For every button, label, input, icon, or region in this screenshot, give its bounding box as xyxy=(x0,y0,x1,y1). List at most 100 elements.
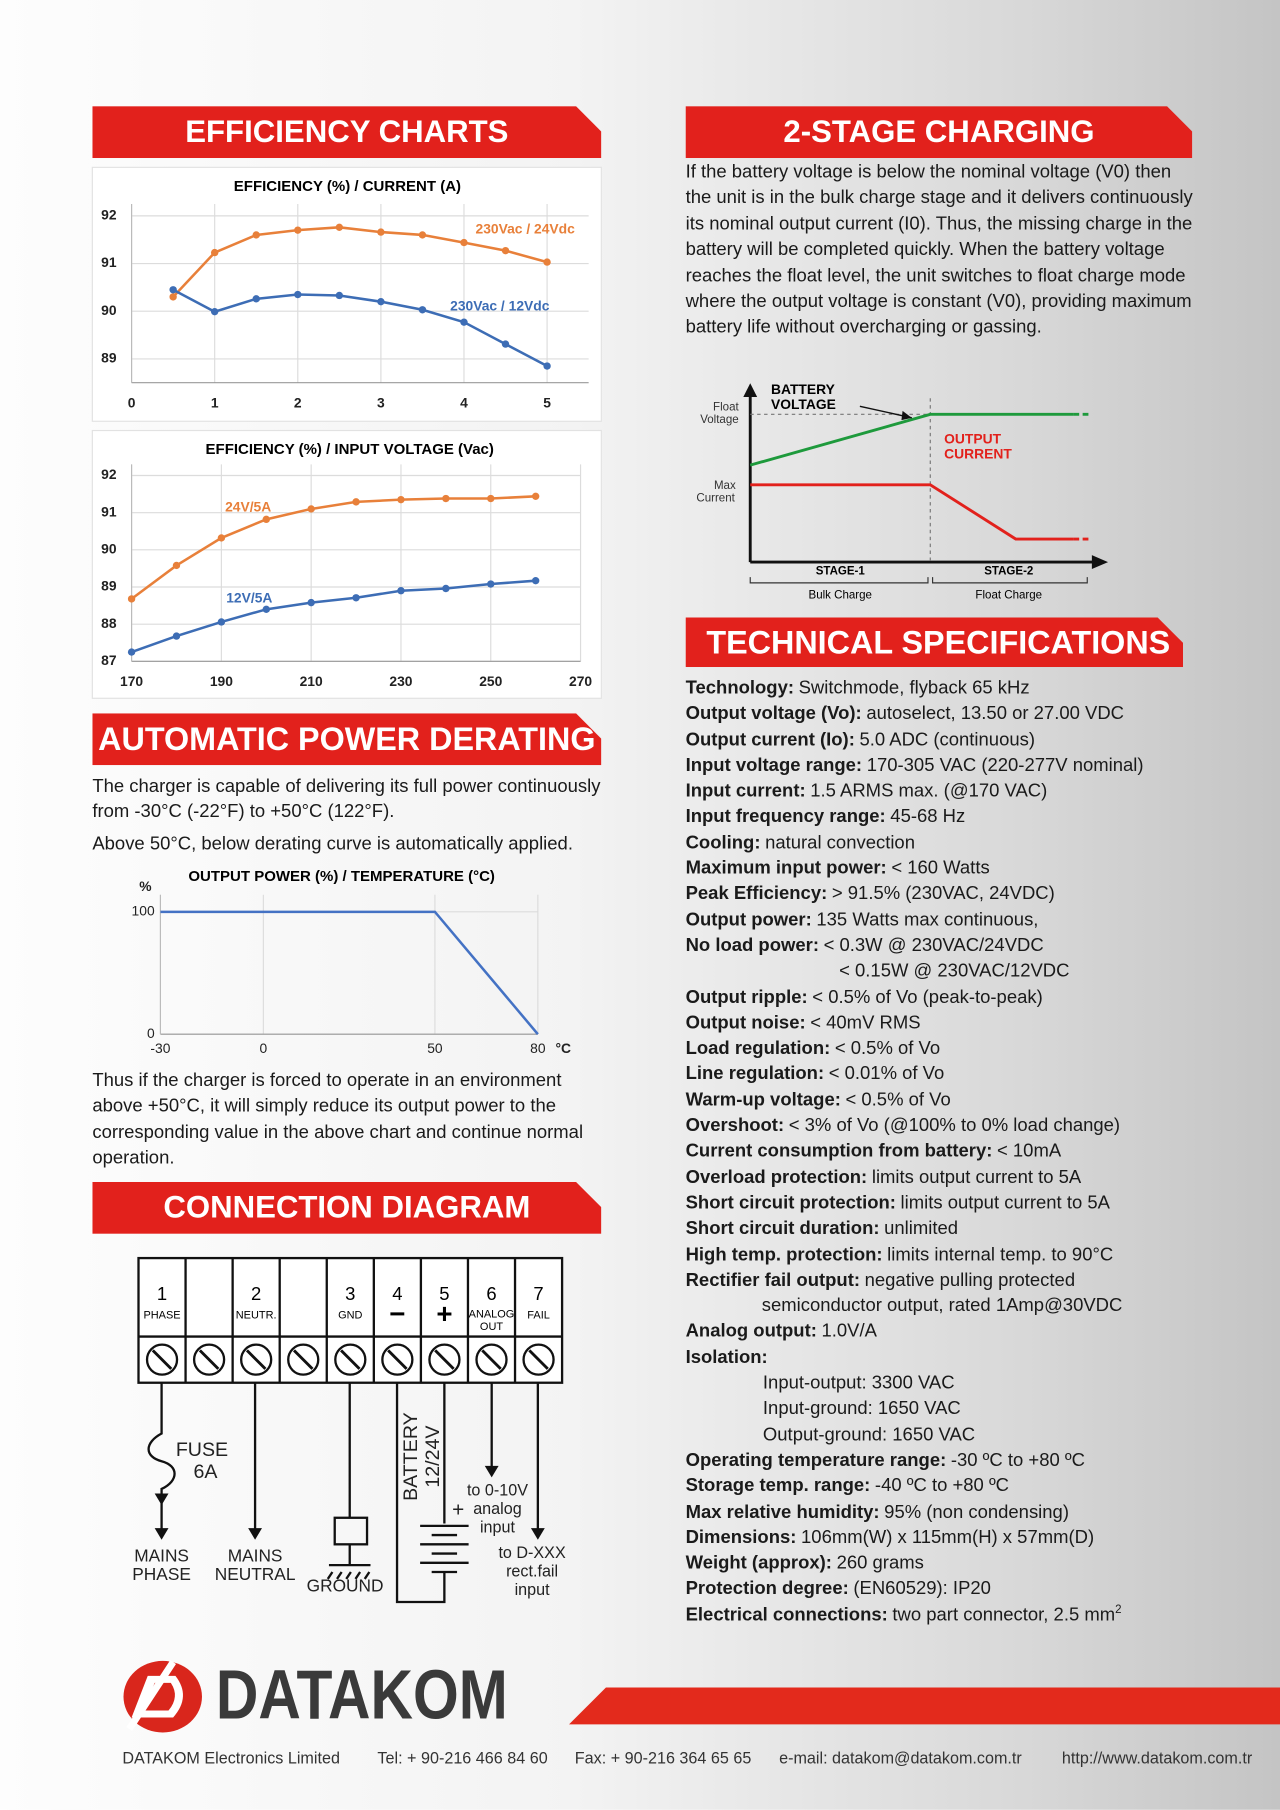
data-point xyxy=(252,295,260,303)
spec-row: Weight (approx): 260 grams xyxy=(686,1551,1144,1577)
spec-label: Dimensions: xyxy=(685,1527,797,1548)
y-tick-label: 87 xyxy=(101,652,117,668)
spec-value: autoselect, 13.50 or 27.00 VDC xyxy=(866,704,1124,725)
logo-mark xyxy=(143,1682,175,1711)
spec-label: High temp. protection: xyxy=(685,1244,883,1265)
spec-row: Load regulation: < 0.5% of Vo xyxy=(686,1037,1144,1063)
terminal-number: 3 xyxy=(345,1283,355,1304)
spec-row: Overshoot: < 3% of Vo (@100% to 0% load c… xyxy=(686,1114,1144,1140)
terminal-label: + xyxy=(436,1298,452,1329)
label: FUSE xyxy=(176,1439,228,1461)
heading: AUTOMATIC POWER DERATING xyxy=(92,713,601,765)
spec-label: Input current: xyxy=(685,781,806,802)
chart-title: EFFICIENCY (%) / CURRENT (A) xyxy=(234,178,461,195)
spec-row: High temp. protection: limits internal te… xyxy=(686,1243,1144,1269)
spec-label: Protection degree: xyxy=(685,1579,849,1600)
spec-value: 170-305 VAC (220-277V nominal) xyxy=(866,755,1144,776)
spec-label: Output noise: xyxy=(685,1013,806,1033)
chart-panel xyxy=(91,429,602,699)
spec-value: limits output current to 5A xyxy=(871,1167,1082,1188)
spec-label: Technology: xyxy=(685,678,794,699)
spec-line: Input-ground: 1650 VAC xyxy=(762,1399,961,1419)
data-point xyxy=(442,494,450,503)
spec-row: Dimensions: 106mm(W) x 115mm(H) x 57mm(D) xyxy=(686,1526,1144,1552)
data-point xyxy=(307,598,315,607)
spec-value: natural convection xyxy=(765,833,915,853)
spec-row: Output power: 135 Watts max continuous, xyxy=(686,908,1144,934)
x-tick-label: 210 xyxy=(300,673,323,689)
terminal-number: 7 xyxy=(533,1283,543,1304)
spec-label: Maximum input power: xyxy=(685,858,887,879)
data-point xyxy=(543,362,551,370)
label: BATTERY xyxy=(771,381,836,397)
bracket xyxy=(749,577,1088,584)
spec-row: Maximum input power: < 160 Watts xyxy=(686,857,1144,883)
arrowheads xyxy=(154,1465,545,1540)
x-tick-label: 0 xyxy=(260,1040,268,1056)
x-tick-label: 80 xyxy=(530,1040,546,1056)
arrow xyxy=(484,1465,499,1478)
label: + xyxy=(452,1498,464,1521)
label: 12/24V xyxy=(422,1426,444,1488)
spec-value: < 40mV RMS xyxy=(810,1013,921,1033)
data-point xyxy=(169,293,177,301)
screw-slot xyxy=(340,1349,361,1370)
data-line xyxy=(131,579,536,654)
heading: CONNECTION DIAGRAM xyxy=(92,1182,601,1234)
charging-diagram: BATTERY VOLTAGE Float Voltage Max Curren… xyxy=(696,381,1109,602)
spec-value: 45-68 Hz xyxy=(890,807,966,827)
spec-label: Short circuit duration: xyxy=(685,1219,880,1239)
y-tick-label: 88 xyxy=(101,615,117,631)
label: Float Charge xyxy=(975,590,1042,602)
spec-value: > 91.5% (230VAC, 24VDC) xyxy=(831,884,1055,905)
spec-label: Isolation: xyxy=(685,1347,768,1368)
spec-label: Operating temperature range: xyxy=(685,1450,947,1471)
paragraph: Above 50°C, below derating curve is auto… xyxy=(92,834,573,855)
x-tick-label: -30 xyxy=(150,1040,170,1056)
x-tick-label: 270 xyxy=(569,673,592,689)
terminal-number: 1 xyxy=(157,1283,167,1304)
spec-label: Output voltage (Vo): xyxy=(685,704,862,725)
data-point xyxy=(210,248,219,257)
spec-row: Protection degree: (EN60529): IP20 xyxy=(686,1577,1144,1603)
spec-label: Electrical connections: xyxy=(685,1605,888,1625)
logo-mark xyxy=(126,1660,177,1731)
data-point xyxy=(252,231,260,239)
label: Max xyxy=(714,480,736,492)
wire xyxy=(147,1382,176,1531)
data-point xyxy=(487,580,495,588)
label: Current xyxy=(696,493,735,505)
screw-slot xyxy=(151,1349,173,1370)
spec-value: 260 grams xyxy=(836,1553,924,1574)
spec-row: Output ripple: < 0.5% of Vo (peak-to-peak… xyxy=(686,985,1144,1011)
data-point xyxy=(543,258,551,266)
terminal-number: 6 xyxy=(486,1283,496,1304)
spec-row: Isolation: xyxy=(686,1345,1144,1371)
spec-value: 5.0 ADC (continuous) xyxy=(859,730,1035,750)
arrow xyxy=(901,410,912,421)
spec-row: No load power: < 0.3W @ 230VAC/24VDC xyxy=(686,934,1144,960)
terminal-label: ANALOG xyxy=(469,1309,515,1321)
spec-label: Analog output: xyxy=(685,1322,817,1342)
data-point xyxy=(335,223,344,232)
footer-bar xyxy=(569,1687,1280,1725)
label: Float xyxy=(713,401,739,413)
data-point xyxy=(127,648,136,656)
spec-label: Input voltage range: xyxy=(685,755,863,776)
spec-row: Operating temperature range: -30 ºC to +8… xyxy=(686,1448,1144,1474)
data-point xyxy=(217,534,226,542)
data-point xyxy=(377,297,385,306)
data-point xyxy=(294,290,302,299)
y-tick-label: 91 xyxy=(101,503,117,519)
x-tick-label: 230 xyxy=(389,673,412,689)
x-tick-label: 2 xyxy=(294,395,302,411)
data-point xyxy=(127,595,136,603)
terminal-label: − xyxy=(389,1298,405,1329)
data-point xyxy=(352,498,360,506)
label: 6A xyxy=(193,1461,218,1483)
spec-value: < 0.3W @ 230VAC/24VDC xyxy=(823,936,1044,956)
guides xyxy=(750,398,931,563)
data-point xyxy=(172,561,181,570)
heading: TECHNICAL SPECIFICATIONS xyxy=(686,617,1183,667)
